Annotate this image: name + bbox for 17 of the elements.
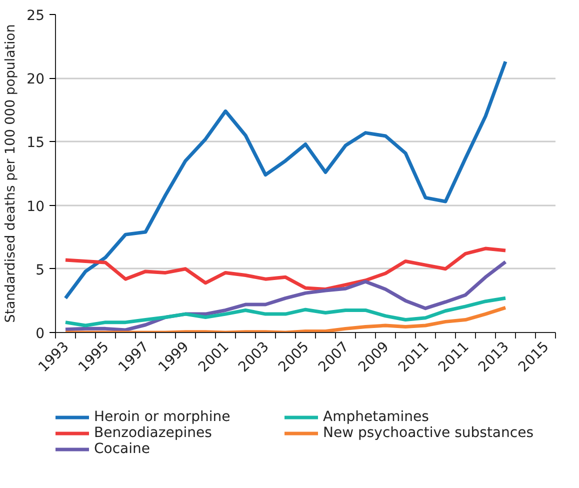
legend-label: Benzodiazepines [94, 425, 213, 441]
line-series [64, 260, 508, 332]
line-series [64, 306, 508, 332]
y-tick-label: 0 [36, 326, 45, 342]
legend-label: Heroin or morphine [94, 409, 232, 425]
legend-label: Cocaine [94, 441, 151, 457]
y-tick-label: 15 [26, 135, 45, 152]
legend-label: Amphetamines [323, 409, 430, 425]
y-tick-label: 10 [26, 198, 45, 215]
y-tick-label: 5 [36, 262, 45, 278]
line-series [64, 60, 508, 300]
legend-label: New psychoactive substances [323, 425, 534, 441]
y-axis-title: Standardised deaths per 100 000 population [4, 24, 19, 323]
line-series [64, 246, 508, 291]
y-tick-label: 25 [26, 8, 45, 24]
line-series [64, 296, 508, 328]
y-tick-label: 20 [26, 72, 45, 88]
